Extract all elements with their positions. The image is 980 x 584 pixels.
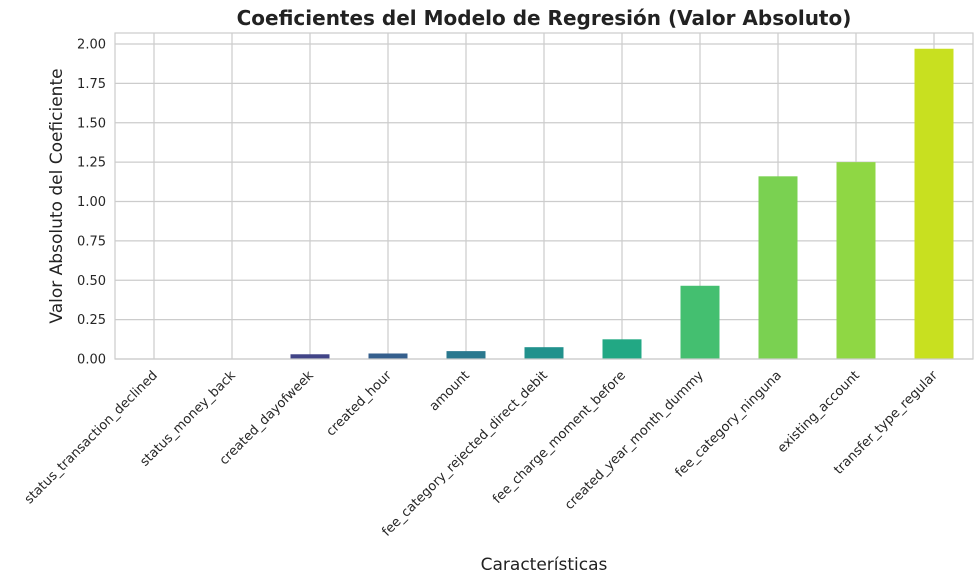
- bar-fee-category-rejected-direct-debit: [524, 347, 564, 359]
- bar-fee-category-ninguna: [758, 176, 798, 359]
- y-axis-ticks: 0.00 0.25 0.50 0.75 1.00 1.25 1.50 1.75 2.00: [77, 38, 106, 368]
- x-axis-ticks: status_transaction_declinedstatus_money_…: [22, 368, 941, 540]
- chart-title: Coeficientes del Modelo de Regresión (Va…: [237, 6, 852, 30]
- bar-created-hour: [368, 353, 408, 359]
- x-tick-label: existing_account: [775, 368, 863, 456]
- y-tick-label: 0.50: [77, 274, 106, 289]
- bar-existing-account: [836, 162, 876, 359]
- bar-amount: [446, 351, 486, 359]
- bars: [290, 48, 954, 360]
- x-tick-label: created_hour: [324, 368, 396, 440]
- x-tick-label: fee_charge_moment_before: [490, 368, 629, 507]
- y-tick-label: 0.75: [77, 234, 106, 249]
- x-tick-label: fee_category_rejected_direct_debit: [379, 368, 551, 540]
- y-tick-label: 1.50: [77, 116, 106, 131]
- y-tick-label: 1.00: [77, 195, 106, 210]
- y-axis-label: Valor Absoluto del Coeficiente: [47, 68, 67, 323]
- x-axis-label: Características: [481, 555, 608, 575]
- y-tick-label: 0.00: [77, 353, 106, 368]
- y-tick-label: 0.25: [77, 313, 106, 328]
- bar-created-dayofweek: [290, 354, 330, 359]
- y-tick-label: 2.00: [77, 38, 106, 53]
- y-tick-label: 1.25: [77, 156, 106, 171]
- bar-created-year-month-dummy: [680, 285, 720, 359]
- x-tick-label: amount: [427, 368, 473, 414]
- x-tick-label: created_year_month_dummy: [562, 368, 707, 513]
- bar-fee-charge-moment-before: [602, 339, 642, 359]
- x-tick-label: status_transaction_declined: [22, 368, 161, 507]
- bar-transfer-type-regular: [914, 48, 954, 360]
- y-tick-label: 1.75: [77, 77, 106, 92]
- plot-frame: [114, 32, 974, 360]
